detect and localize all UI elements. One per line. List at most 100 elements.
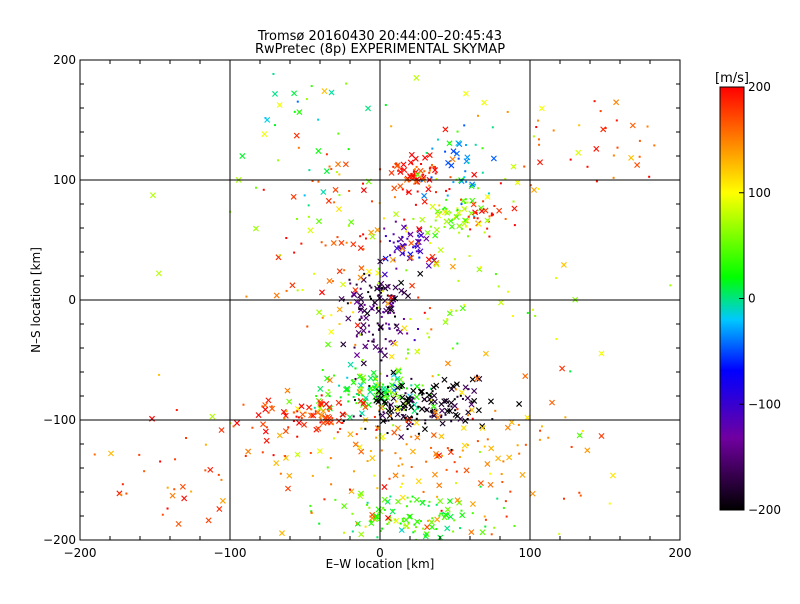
- scatter-point: [463, 303, 466, 306]
- scatter-point: [335, 399, 342, 406]
- scatter-point: [372, 344, 379, 350]
- scatter-point: [600, 126, 607, 133]
- scatter-point: [403, 218, 406, 221]
- scatter-point: [381, 496, 388, 503]
- scatter-point: [307, 215, 310, 218]
- scatter-point: [350, 291, 357, 298]
- scatter-point: [285, 237, 288, 240]
- scatter-point: [468, 210, 475, 217]
- scatter-point: [491, 126, 494, 129]
- scatter-point: [390, 369, 397, 376]
- scatter-point: [415, 239, 422, 246]
- scatter-point: [433, 165, 436, 168]
- scatter-point: [444, 408, 451, 415]
- scatter-point: [411, 400, 414, 403]
- scatter-point: [283, 417, 286, 420]
- scatter-point: [359, 333, 362, 336]
- scatter-point: [338, 194, 341, 197]
- scatter-point: [394, 392, 397, 395]
- scatter-point: [392, 340, 399, 347]
- scatter-point: [500, 473, 503, 476]
- scatter-point: [360, 386, 363, 389]
- scatter-point: [456, 383, 459, 386]
- scatter-point: [159, 460, 162, 463]
- scatter-point: [286, 472, 293, 479]
- scatter-point: [362, 343, 369, 350]
- scatter-point: [445, 198, 448, 201]
- scatter-point: [381, 527, 384, 530]
- scatter-point: [254, 186, 257, 189]
- scatter-point: [422, 173, 425, 176]
- scatter-point: [482, 350, 489, 357]
- scatter-point: [394, 425, 401, 432]
- scatter-point: [308, 412, 315, 419]
- scatter-point: [451, 219, 454, 222]
- scatter-point: [251, 426, 254, 429]
- scatter-point: [360, 187, 367, 194]
- scatter-point: [315, 148, 322, 154]
- scatter-point: [371, 333, 374, 336]
- scatter-point: [653, 144, 656, 147]
- scatter-point: [405, 293, 412, 299]
- scatter-point: [373, 385, 380, 392]
- scatter-point: [455, 470, 458, 473]
- scatter-point: [421, 192, 428, 199]
- scatter-point: [537, 138, 540, 141]
- scatter-point: [406, 428, 409, 431]
- scatter-point: [297, 416, 300, 419]
- scatter-point: [382, 217, 385, 220]
- scatter-point: [305, 98, 308, 101]
- scatter-point: [441, 454, 444, 457]
- scatter-point: [425, 186, 432, 193]
- scatter-point: [367, 375, 374, 382]
- scatter-point: [386, 523, 389, 526]
- scatter-point: [342, 420, 345, 423]
- scatter-point: [369, 455, 376, 462]
- scatter-point: [358, 265, 365, 272]
- scatter-point: [308, 169, 311, 172]
- scatter-point: [482, 200, 485, 203]
- scatter-point: [359, 307, 362, 310]
- scatter-point: [383, 286, 386, 289]
- scatter-point: [354, 377, 357, 380]
- scatter-point: [260, 421, 267, 428]
- scatter-point: [460, 509, 463, 512]
- scatter-point: [382, 411, 385, 414]
- scatter-point: [294, 451, 301, 458]
- scatter-point: [516, 400, 523, 407]
- scatter-point: [310, 511, 313, 514]
- scatter-point: [424, 524, 431, 531]
- scatter-point: [415, 417, 418, 420]
- scatter-point: [381, 352, 388, 359]
- scatter-point: [108, 450, 114, 457]
- scatter-point: [297, 146, 300, 149]
- scatter-point: [430, 384, 437, 391]
- scatter-point: [422, 527, 425, 530]
- scatter-point: [264, 117, 267, 120]
- scatter-point: [347, 393, 350, 396]
- scatter-point: [389, 495, 392, 498]
- scatter-point: [397, 183, 404, 190]
- scatter-point: [486, 227, 489, 230]
- scatter-point: [416, 227, 423, 234]
- scatter-point: [459, 394, 462, 397]
- scatter-point: [405, 226, 408, 229]
- scatter-point: [380, 359, 383, 362]
- scatter-point: [364, 525, 367, 528]
- scatter-point: [381, 287, 384, 290]
- scatter-point: [432, 167, 439, 174]
- scatter-point: [446, 140, 453, 147]
- scatter-point: [379, 275, 382, 278]
- scatter-point: [435, 528, 438, 531]
- scatter-point: [469, 376, 476, 383]
- scatter-point: [456, 342, 459, 345]
- scatter-point: [389, 414, 392, 417]
- scatter-point: [384, 235, 387, 238]
- scatter-point: [277, 159, 280, 162]
- scatter-point: [478, 450, 481, 453]
- scatter-point: [347, 361, 354, 368]
- scatter-point: [458, 231, 461, 234]
- scatter-point: [344, 413, 347, 416]
- scatter-point: [307, 204, 310, 207]
- scatter-point: [294, 405, 301, 412]
